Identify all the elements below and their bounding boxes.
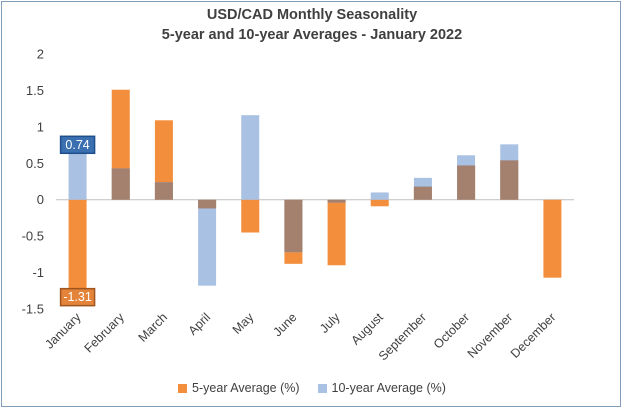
bar-10yr-august — [370, 192, 389, 200]
legend-label-10yr: 10-year Average (%) — [331, 381, 446, 395]
bar-5yr-december — [543, 199, 562, 278]
x-tick-label: April — [186, 310, 214, 338]
bar-5yr-january — [68, 199, 87, 296]
x-tick-label: August — [348, 310, 386, 348]
x-tick-label: January — [42, 310, 84, 352]
x-tick-label: May — [230, 310, 257, 337]
chart-subtitle: 5-year and 10-year Averages - January 20… — [161, 27, 463, 43]
y-tick-label: 2 — [37, 47, 44, 62]
y-tick-label: 0.5 — [26, 156, 44, 171]
y-tick-label: 1 — [37, 119, 44, 134]
x-tick-label: March — [136, 310, 170, 344]
x-tick-label: October — [431, 310, 472, 351]
bar-overlap-april — [198, 199, 217, 209]
x-tick-label: December — [508, 310, 559, 361]
data-label-box — [59, 287, 96, 307]
x-tick-label: June — [270, 310, 299, 339]
bar-10yr-may — [241, 115, 260, 200]
data-label: -1.31 — [63, 290, 92, 304]
y-tick-label: 0 — [37, 192, 44, 207]
x-tick-label: July — [317, 310, 343, 336]
bar-10yr-january — [68, 145, 87, 200]
x-tick-label: February — [82, 310, 128, 356]
legend-label-5yr: 5-year Average (%) — [192, 381, 300, 395]
bar-5yr-march — [154, 120, 173, 200]
y-tick-label: -1 — [32, 265, 44, 280]
bar-5yr-may — [241, 199, 260, 233]
bar-overlap-march — [154, 182, 173, 200]
y-tick-label: 1.5 — [26, 83, 44, 98]
x-tick-label: November — [465, 310, 516, 361]
bar-overlap-november — [500, 160, 519, 200]
bar-5yr-july — [327, 199, 346, 266]
data-label: 0.74 — [65, 138, 89, 152]
legend-swatch-5yr — [178, 383, 188, 393]
bar-10yr-april — [198, 199, 217, 286]
bar-overlap-july — [327, 199, 346, 203]
legend-item-10yr: 10-year Average (%) — [317, 381, 446, 395]
bar-overlap-october — [457, 165, 476, 200]
bar-overlap-september — [413, 186, 432, 200]
legend: 5-year Average (%) 10-year Average (%) — [0, 381, 624, 395]
bar-5yr-august — [370, 199, 389, 207]
data-label-box — [59, 135, 96, 155]
chart-title: USD/CAD Monthly Seasonality — [206, 7, 418, 23]
y-tick-label: -1.5 — [22, 302, 44, 317]
legend-swatch-10yr — [317, 383, 327, 393]
legend-item-5yr: 5-year Average (%) — [178, 381, 300, 395]
y-tick-label: -0.5 — [22, 229, 44, 244]
bar-overlap-june — [284, 199, 303, 253]
bar-overlap-february — [111, 168, 130, 200]
